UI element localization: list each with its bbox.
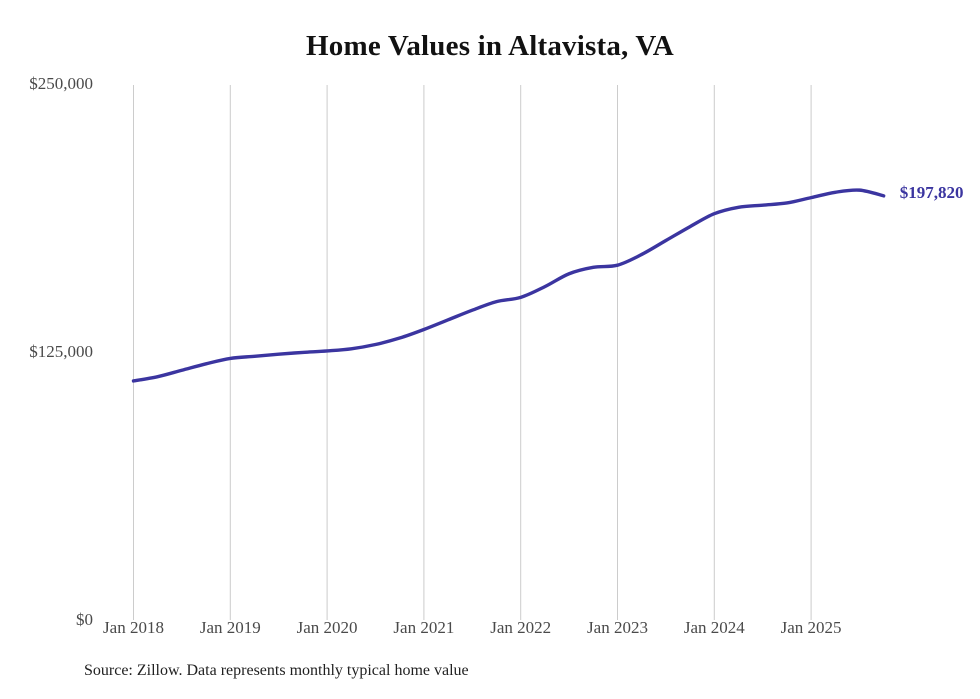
y-axis-tick-250000: $250,000 xyxy=(29,74,93,93)
home-value-line xyxy=(131,188,886,383)
x-axis-tick-jan-2020: Jan 2020 xyxy=(296,618,358,637)
x-axis-tick-jan-2024: Jan 2024 xyxy=(683,618,745,637)
y-axis-tick-125000: $125,000 xyxy=(29,342,93,361)
x-axis-tick-jan-2022: Jan 2022 xyxy=(490,618,552,637)
x-axis-tick-jan-2019: Jan 2019 xyxy=(199,618,261,637)
gridlines xyxy=(133,85,812,620)
x-axis-tick-jan-2021: Jan 2021 xyxy=(393,618,455,637)
end-value-label: $197,820 xyxy=(899,182,964,202)
x-axis-tick-jan-2018: Jan 2018 xyxy=(103,618,164,637)
x-axis-tick-jan-2025: Jan 2025 xyxy=(780,618,842,637)
x-axis-tick-jan-2023: Jan 2023 xyxy=(587,618,648,637)
chart-title: Home Values in Altavista, VA xyxy=(306,30,674,62)
y-axis-tick-0: $0 xyxy=(76,610,93,629)
source-note: Source: Zillow. Data represents monthly … xyxy=(84,662,469,679)
